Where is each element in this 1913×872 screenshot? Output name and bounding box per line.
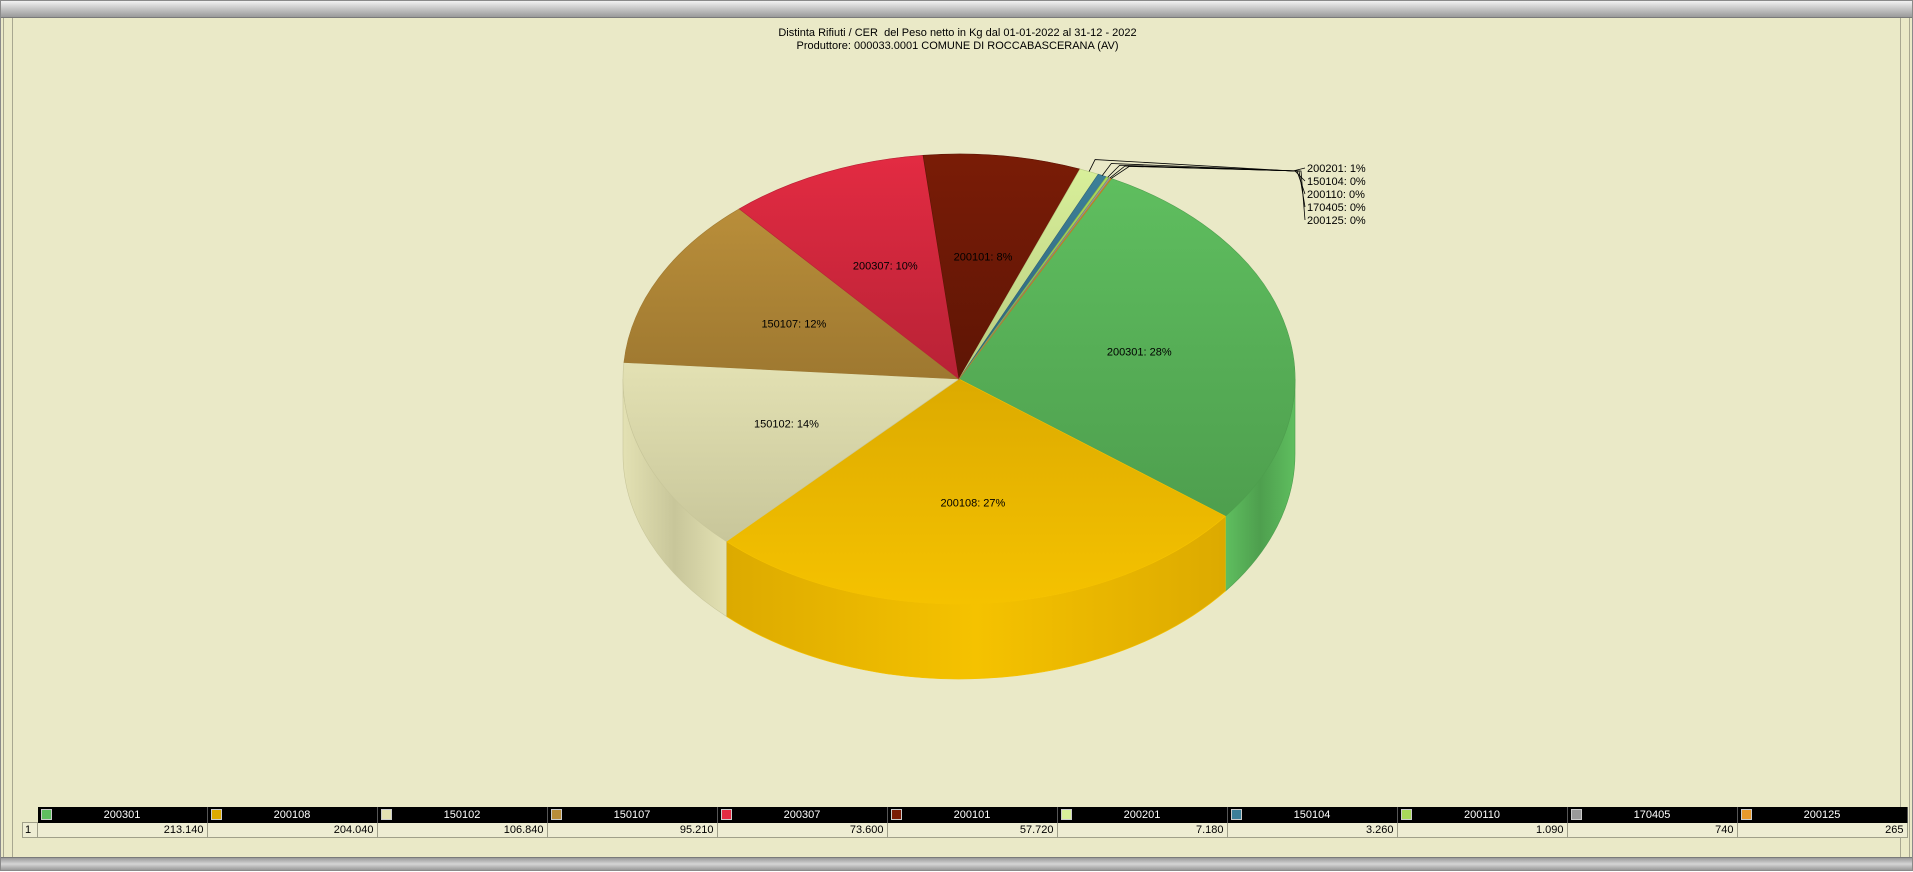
left-frame [3,18,13,859]
legend-value-200201: 7.180 [1056,822,1228,838]
legend-header-200125: 200125 [1737,807,1908,823]
legend-swatch-200201 [1060,809,1072,820]
chart-subtitle: Produttore: 000033.0001 COMUNE DI ROCCAB… [796,40,1119,52]
legend-value-150104: 3.260 [1226,822,1398,838]
pie-label-200108: 200108: 27% [940,497,1005,509]
legend-header-200201: 200201 [1057,807,1228,823]
legend-row-label: 1 [22,822,38,838]
legend-series-name: 200125 [1803,808,1841,821]
legend-swatch-200101 [890,809,902,820]
legend-series-name: 200101 [953,808,991,821]
pie-labels: 200301: 28% 200108: 27% 150102: 14% 150107:… [754,159,1366,509]
legend-swatch-200301 [40,809,52,820]
pie-label-200101: 200101: 8% [954,251,1013,263]
legend-series-name: 200201 [1123,808,1161,821]
pie-label-150107: 150107: 12% [761,318,826,330]
legend-value-170405: 740 [1566,822,1738,838]
pie-slice-200301[interactable] [958,178,1296,517]
legend-swatch-200307 [720,809,732,820]
pie-label-200110: 200110: 0% [1307,189,1365,201]
legend-header-200101: 200101 [887,807,1058,823]
pie-label-200201: 200201: 1% [1307,163,1366,175]
pie-slice-200108[interactable] [725,378,1226,605]
window-bottom-bar[interactable] [1,857,1912,870]
pie-label-150104: 150104: 0% [1307,176,1366,188]
legend-swatch-200108 [210,809,222,820]
legend-swatch-150107 [550,809,562,820]
pie-label-200307: 200307: 10% [853,261,918,273]
pie-label-200125: 200125: 0% [1307,215,1366,227]
legend-swatch-170405 [1570,809,1582,820]
legend-value-200110: 1.090 [1396,822,1568,838]
legend-header-150104: 150104 [1227,807,1398,823]
legend-corner [23,807,38,823]
legend-series-name: 150102 [443,808,481,821]
legend-value-row: 1 213.140 204.040 106.840 95.210 73.600 57.720… [22,822,1908,838]
legend-series-name: 200307 [783,808,821,821]
pie-callout-line-200125 [1110,166,1306,221]
legend-series-name: 150107 [613,808,651,821]
legend-series-name: 200301 [103,808,141,821]
legend-header-200110: 200110 [1397,807,1568,823]
pie-slice-200307[interactable] [738,154,960,380]
legend-value-150107: 95.210 [546,822,718,838]
legend-series-name: 170405 [1633,808,1671,821]
legend-swatch-150104 [1230,809,1242,820]
chart-title: Distinta Rifiuti / CER del Peso netto in… [1,27,1913,53]
legend-header-170405: 170405 [1567,807,1738,823]
pie-slices[interactable] [622,153,1296,605]
legend-header-150102: 150102 [377,807,548,823]
pie-slice-150102[interactable] [622,362,960,542]
right-frame [1900,18,1910,859]
pie-slice-150107[interactable] [623,208,960,380]
legend-header-150107: 150107 [547,807,718,823]
window-top-bar[interactable] [1,1,1912,18]
legend-header-200307: 200307 [717,807,888,823]
pie-label-170405: 170405: 0% [1307,202,1366,214]
chart-title-line-1: Distinta Rifiuti / CER del Peso netto in… [778,27,1137,39]
legend-series-name: 200108 [273,808,311,821]
legend-header-200108: 200108 [207,807,378,823]
legend-swatch-200125 [1740,809,1752,820]
legend-value-200125: 265 [1736,822,1908,838]
pie-slice-200101[interactable] [922,153,1081,380]
pie-callout-line-200201 [1088,159,1306,172]
legend-series-name: 150104 [1293,808,1331,821]
legend-value-200301: 213.140 [37,822,208,838]
pie-label-150102: 150102: 14% [754,418,819,430]
legend-value-200307: 73.600 [716,822,888,838]
pie-label-200301: 200301: 28% [1107,347,1172,359]
legend-swatch-150102 [380,809,392,820]
legend-header-row: 200301 200108 150102 150107 200307 200101 2002… [23,807,1908,823]
legend-swatch-200110 [1400,809,1412,820]
legend-value-200101: 57.720 [886,822,1058,838]
legend-value-150102: 106.840 [376,822,548,838]
legend-value-200108: 204.040 [206,822,378,838]
legend-data-table: 200301 200108 150102 150107 200307 200101 2002… [22,807,1908,838]
legend-header-200301: 200301 [37,807,208,823]
legend-series-name: 200110 [1464,808,1500,821]
